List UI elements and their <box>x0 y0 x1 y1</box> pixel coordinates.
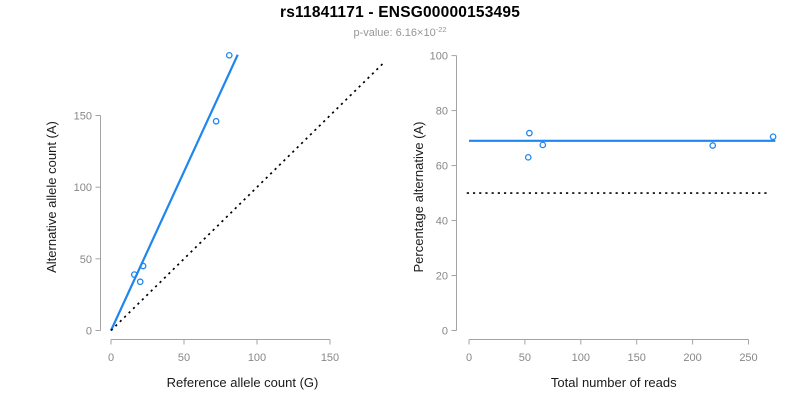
y-tick-label: 100 <box>430 51 448 63</box>
data-point <box>136 278 144 286</box>
pvalue-text: p-value: 6.16×10 <box>353 27 436 39</box>
chart-title: rs11841171 - ENSG00000153495 <box>279 4 521 21</box>
x-tick-label: 100 <box>572 352 590 364</box>
y-tick-label: 50 <box>80 254 92 266</box>
chart-header: rs11841171 - ENSG00000153495 p-value: 6.… <box>0 0 800 39</box>
x-tick-label: 150 <box>321 352 339 364</box>
data-point <box>131 271 138 278</box>
data-point <box>139 262 147 270</box>
y-tick-label: 0 <box>442 326 448 338</box>
y-tick-label: 60 <box>436 161 448 173</box>
data-point <box>212 117 220 125</box>
x-tick-label: 50 <box>519 352 531 364</box>
data-point <box>526 129 533 137</box>
pvalue-exponent: -22 <box>435 25 447 34</box>
panel-percentage-alternative: 0 20 40 60 80 100 0 50 100 150 200 250 Total number … <box>411 51 777 390</box>
y-tick-label: 100 <box>74 182 92 194</box>
y-axis-title: Percentage alternative (A) <box>411 121 426 272</box>
data-point <box>539 141 547 149</box>
y-axis-title: Alternative allele count (A) <box>44 121 59 273</box>
y-tick-label: 80 <box>436 106 448 118</box>
x-tick-label: 150 <box>628 352 646 364</box>
identity-line <box>110 61 385 332</box>
data-point <box>225 51 233 59</box>
y-tick-label: 40 <box>436 216 448 228</box>
y-tick-label: 0 <box>86 326 92 338</box>
x-tick-label: 50 <box>178 352 190 364</box>
x-tick-label: 200 <box>683 352 701 364</box>
y-tick-label: 150 <box>74 111 92 123</box>
chart-subtitle: p-value: 6.16×10-22 <box>0 25 800 39</box>
x-tick-label: 250 <box>739 352 757 364</box>
y-tick-label: 20 <box>436 271 448 283</box>
data-point <box>524 153 532 161</box>
x-axis-title: Reference allele count (G) <box>167 375 319 390</box>
fit-line <box>110 54 239 331</box>
x-tick-label: 0 <box>466 352 472 364</box>
x-axis-title: Total number of reads <box>551 375 677 390</box>
data-point <box>709 142 717 149</box>
x-tick-label: 100 <box>248 352 266 364</box>
x-tick-label: 0 <box>108 352 114 364</box>
data-point <box>769 133 777 141</box>
